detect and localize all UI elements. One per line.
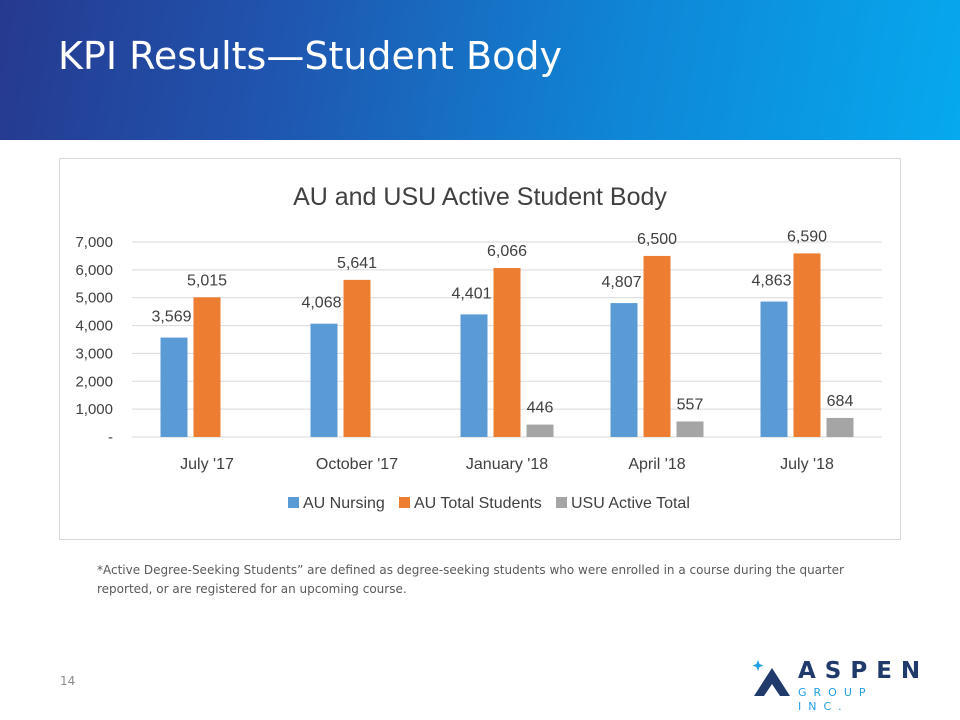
y-tick-label: 4,000: [75, 318, 113, 335]
data-label: 684: [827, 393, 854, 410]
legend-label: USU Active Total: [571, 495, 690, 512]
page-number: 14: [60, 674, 76, 688]
data-labels: 3,569 5,015 4,068 5,641 4,401 6,066 446 4,807 6,…: [151, 228, 853, 416]
y-tick-label: 1,000: [75, 401, 113, 418]
y-tick-label: 3,000: [75, 345, 113, 362]
bar-au-total-students: [343, 279, 371, 437]
bar-au-total-students: [193, 297, 221, 437]
x-category-label: October '17: [316, 456, 398, 473]
bars: [160, 253, 854, 437]
legend-swatch: [288, 497, 299, 508]
bar-usu-active-total: [826, 417, 854, 437]
slide-title: KPI Results—Student Body: [58, 34, 562, 78]
data-label: 6,500: [637, 231, 677, 248]
x-category-label: April '18: [628, 456, 685, 473]
slide-header: KPI Results—Student Body: [0, 0, 960, 140]
chart-frame: AU and USU Active Student Body - 1,000 2,0…: [59, 158, 901, 540]
legend-label: AU Nursing: [303, 495, 385, 512]
bar-usu-active-total: [526, 424, 554, 437]
data-label: 4,863: [751, 273, 791, 290]
legend: AU Nursing AU Total Students USU Active To…: [288, 495, 690, 512]
legend-label: AU Total Students: [414, 495, 542, 512]
bar-au-nursing: [610, 303, 638, 437]
bar-chart: AU and USU Active Student Body - 1,000 2,0…: [75, 183, 882, 512]
bar-au-nursing: [310, 323, 338, 437]
aspen-mountain-icon: [752, 660, 790, 696]
data-label: 3,569: [151, 309, 191, 326]
y-tick-label: -: [108, 429, 113, 446]
bar-au-total-students: [793, 253, 821, 437]
data-label: 4,807: [601, 274, 641, 291]
logo-name: ASPEN: [798, 658, 930, 684]
y-axis-ticks: - 1,000 2,000 3,000 4,000 5,000 6,000 7,000: [75, 234, 113, 446]
legend-swatch: [556, 497, 567, 508]
y-tick-label: 7,000: [75, 234, 113, 251]
data-label: 446: [527, 400, 554, 417]
y-tick-label: 5,000: [75, 290, 113, 307]
data-label: 4,068: [301, 295, 341, 312]
bar-au-nursing: [760, 301, 788, 437]
data-label: 6,590: [787, 228, 827, 245]
x-category-label: July '18: [780, 456, 834, 473]
data-label: 5,641: [337, 255, 377, 272]
bar-au-total-students: [493, 268, 521, 437]
x-category-label: January '18: [466, 456, 548, 473]
bar-au-total-students: [643, 255, 671, 437]
x-axis-categories: July '17 October '17 January '18 April '18 J…: [180, 456, 834, 473]
bar-usu-active-total: [676, 421, 704, 437]
x-category-label: July '17: [180, 456, 234, 473]
company-logo: ASPEN GROUP INC.: [752, 658, 932, 713]
chart-title: AU and USU Active Student Body: [293, 183, 667, 211]
bar-au-nursing: [160, 337, 188, 437]
legend-swatch: [399, 497, 410, 508]
data-label: 6,066: [487, 243, 527, 260]
data-label: 5,015: [187, 272, 227, 289]
y-tick-label: 2,000: [75, 373, 113, 390]
y-tick-label: 6,000: [75, 262, 113, 279]
data-label: 557: [677, 396, 704, 413]
logo-subtitle: GROUP INC.: [798, 686, 873, 713]
footnote: *Active Degree-Seeking Students” are def…: [97, 563, 844, 596]
bar-au-nursing: [460, 314, 488, 437]
data-label: 4,401: [451, 285, 491, 302]
